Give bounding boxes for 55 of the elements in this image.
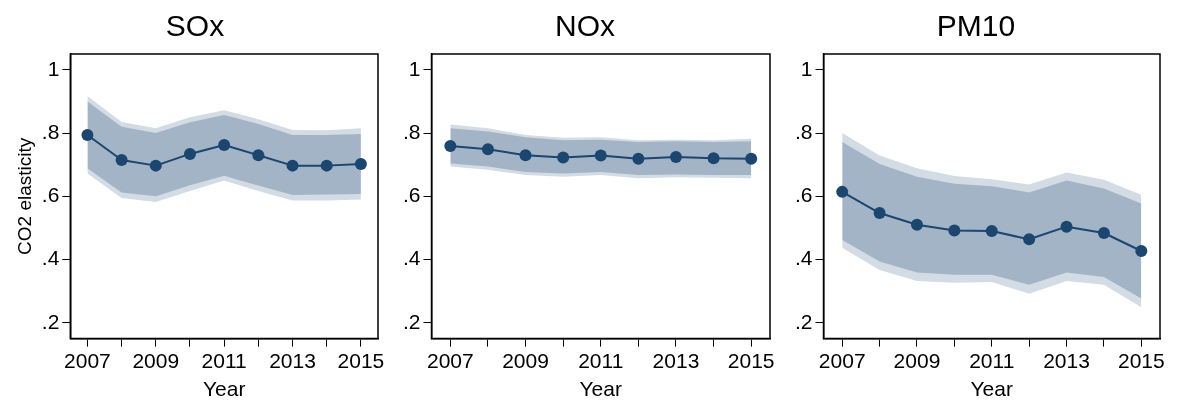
- y-tick-label: .6: [403, 183, 421, 207]
- y-tick-label: .8: [41, 119, 60, 143]
- point: [873, 207, 886, 220]
- x-tick-label: 2009: [502, 349, 549, 372]
- x-tick-label: 2015: [727, 349, 775, 372]
- point: [354, 158, 367, 171]
- y-tick-label: 1: [47, 56, 60, 80]
- point: [985, 225, 998, 238]
- point: [149, 159, 162, 172]
- x-tick-label: 2011: [578, 349, 624, 372]
- chart-title: NOx: [555, 9, 615, 43]
- chart-title: PM10: [936, 9, 1016, 43]
- y-tick-label: 1: [408, 56, 421, 80]
- y-tick-label: .8: [403, 119, 421, 143]
- point: [836, 185, 849, 198]
- point: [320, 159, 333, 172]
- y-tick-label: .8: [795, 119, 813, 143]
- x-tick-label: 2009: [893, 349, 941, 372]
- x-tick-label: 2009: [132, 349, 180, 372]
- y-axis-title: CO2 elasticity: [13, 137, 35, 255]
- x-axis-title: Year: [202, 377, 246, 401]
- point: [910, 218, 923, 231]
- y-tick-label: .4: [41, 246, 60, 270]
- point: [81, 128, 94, 141]
- y-tick-label: .2: [41, 309, 60, 333]
- x-axis-title: Year: [970, 377, 1013, 401]
- point: [218, 139, 231, 152]
- y-tick-label: .2: [403, 309, 421, 333]
- x-tick-label: 2013: [652, 349, 700, 372]
- point: [1097, 226, 1110, 239]
- point: [183, 147, 196, 160]
- x-tick-label: 2015: [1117, 349, 1165, 372]
- x-tick-label: 2011: [201, 349, 247, 372]
- x-tick-label: 2007: [426, 349, 474, 372]
- y-tick-label: .6: [41, 183, 60, 207]
- point: [1060, 220, 1073, 233]
- y-tick-label: 1: [800, 56, 813, 80]
- y-tick-label: .4: [795, 246, 813, 270]
- x-tick-label: 2011: [969, 349, 1015, 372]
- y-tick-label: .6: [795, 183, 813, 207]
- x-tick-label: 2015: [337, 349, 385, 372]
- x-axis-title: Year: [579, 377, 622, 401]
- chart-title: SOx: [165, 9, 225, 43]
- y-tick-label: .4: [403, 246, 421, 270]
- point: [1023, 233, 1036, 246]
- x-tick-label: 2007: [818, 349, 866, 372]
- point: [1135, 245, 1148, 258]
- point: [252, 149, 265, 162]
- x-tick-label: 2007: [64, 349, 111, 372]
- point: [948, 224, 961, 237]
- point: [286, 159, 299, 172]
- y-tick-label: .2: [795, 309, 813, 333]
- x-tick-label: 2013: [269, 349, 316, 372]
- point: [115, 153, 128, 166]
- x-tick-label: 2013: [1043, 349, 1090, 372]
